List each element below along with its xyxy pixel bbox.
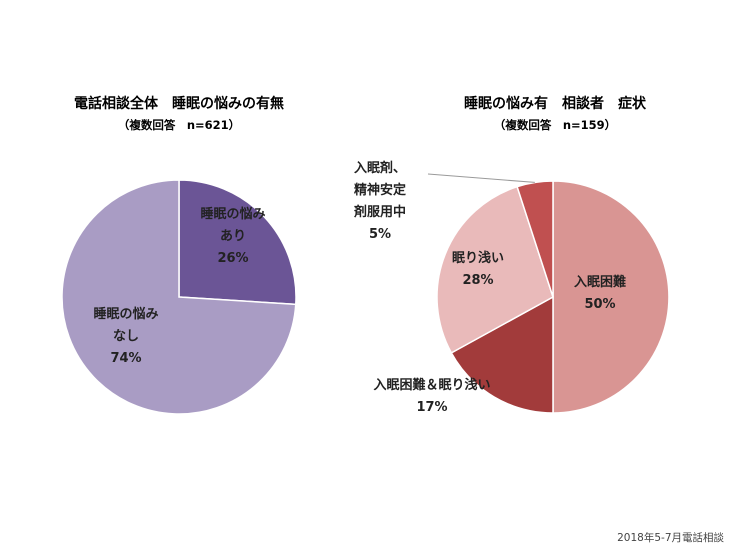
footer-note: 2018年5-7月電話相談 xyxy=(617,531,724,544)
pie2-slice-1 xyxy=(552,180,670,414)
pie2-leader-line xyxy=(427,173,535,183)
chart2-subtitle: （複数回答 n=159） xyxy=(494,118,616,132)
pie2-slice-2 xyxy=(450,295,554,414)
chart1-title: 電話相談全体 睡眠の悩みの有無 xyxy=(74,95,284,112)
pie1-slice-2-label: 睡眠の悩みなし 74% xyxy=(93,306,158,366)
pie2-slice-3-label: 眠り浅い 28% xyxy=(452,250,504,288)
pie2-slice-4 xyxy=(516,180,554,298)
pie1-slice-1-label: 睡眠の悩みあり 26% xyxy=(200,206,265,266)
pie1-slice-2 xyxy=(61,179,297,415)
pie-chart-1: 睡眠の悩みあり 26% 睡眠の悩みなし 74% xyxy=(61,179,297,415)
pie2-slice-1-label: 入眠困難 50% xyxy=(574,274,626,312)
pie-chart-2: 入眠困難 50% 入眠困難＆眠り浅い 17% 眠り浅い 28% 入眠剤、精神安定剤服用中 5% xyxy=(353,160,670,415)
pie1-slice-1 xyxy=(178,179,297,306)
pie2-slice-4-label: 入眠剤、精神安定剤服用中 5% xyxy=(353,160,406,242)
chart1-subtitle: （複数回答 n=621） xyxy=(118,118,240,132)
pie2-slice-3 xyxy=(436,185,554,354)
pie2-slice-2-label: 入眠困難＆眠り浅い 17% xyxy=(373,377,490,415)
chart2-title: 睡眠の悩み有 相談者 症状 xyxy=(464,95,647,112)
